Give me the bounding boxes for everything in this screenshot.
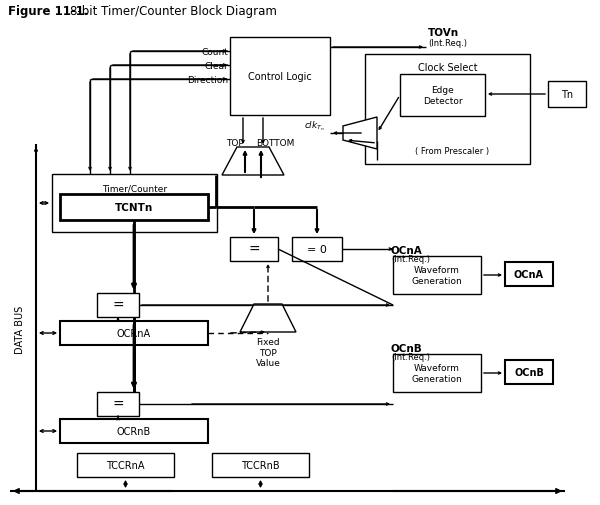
Bar	[505, 263, 553, 286]
Text: (Int.Req.): (Int.Req.)	[391, 353, 430, 362]
Bar	[230, 38, 330, 116]
Bar	[60, 321, 208, 345]
Bar	[365, 55, 530, 165]
Text: OCRnB: OCRnB	[117, 426, 151, 436]
Text: Waveform
Generation: Waveform Generation	[412, 364, 463, 383]
Text: OCnA: OCnA	[391, 245, 423, 256]
Text: TCCRnB: TCCRnB	[241, 460, 280, 470]
Text: (Int.Req.): (Int.Req.)	[428, 38, 467, 47]
Bar	[292, 237, 342, 262]
Text: TCNTn: TCNTn	[115, 203, 153, 213]
Text: Fixed
TOP
Value: Fixed TOP Value	[256, 337, 280, 367]
Text: ( From Prescaler ): ( From Prescaler )	[415, 146, 490, 155]
Bar	[548, 82, 586, 108]
Text: BOTTOM: BOTTOM	[256, 138, 294, 147]
Text: OCnB: OCnB	[514, 367, 544, 377]
Bar	[393, 355, 481, 392]
Bar	[393, 257, 481, 294]
Text: TOP: TOP	[226, 138, 244, 147]
Bar	[77, 453, 174, 477]
Text: Count: Count	[201, 47, 228, 57]
Text: OCRnA: OCRnA	[117, 328, 151, 338]
Text: (Int.Req.): (Int.Req.)	[391, 255, 430, 264]
Polygon shape	[240, 305, 296, 332]
Bar	[60, 194, 208, 221]
Text: Control Logic: Control Logic	[248, 72, 312, 82]
Text: 8-bit Timer/Counter Block Diagram: 8-bit Timer/Counter Block Diagram	[70, 5, 277, 18]
Text: =: =	[112, 298, 124, 313]
Text: Timer/Counter: Timer/Counter	[102, 184, 167, 193]
Text: TOVn: TOVn	[428, 28, 459, 38]
Text: Direction: Direction	[187, 75, 228, 84]
Text: = 0: = 0	[307, 244, 327, 255]
Text: Figure 11-1.: Figure 11-1.	[8, 5, 89, 18]
Bar	[212, 453, 309, 477]
Text: Waveform
Generation: Waveform Generation	[412, 266, 463, 285]
Text: DATA BUS: DATA BUS	[15, 305, 25, 354]
Bar	[52, 175, 217, 232]
Text: Clear: Clear	[204, 62, 228, 70]
Bar	[505, 360, 553, 384]
Bar	[230, 237, 278, 262]
Bar	[60, 419, 208, 443]
Polygon shape	[343, 118, 377, 149]
Bar	[97, 392, 139, 416]
Text: =: =	[112, 397, 124, 411]
Text: Clock Select: Clock Select	[418, 63, 478, 73]
Bar	[97, 293, 139, 317]
Bar	[400, 75, 485, 117]
Polygon shape	[222, 147, 284, 176]
Text: OCnA: OCnA	[514, 270, 544, 279]
Text: OCnB: OCnB	[391, 343, 423, 354]
Text: TCCRnA: TCCRnA	[106, 460, 145, 470]
Text: Edge
Detector: Edge Detector	[422, 86, 463, 106]
Text: $clk_{T_n}$: $clk_{T_n}$	[304, 119, 325, 132]
Text: =: =	[248, 242, 260, 257]
Text: Tn: Tn	[561, 90, 573, 100]
